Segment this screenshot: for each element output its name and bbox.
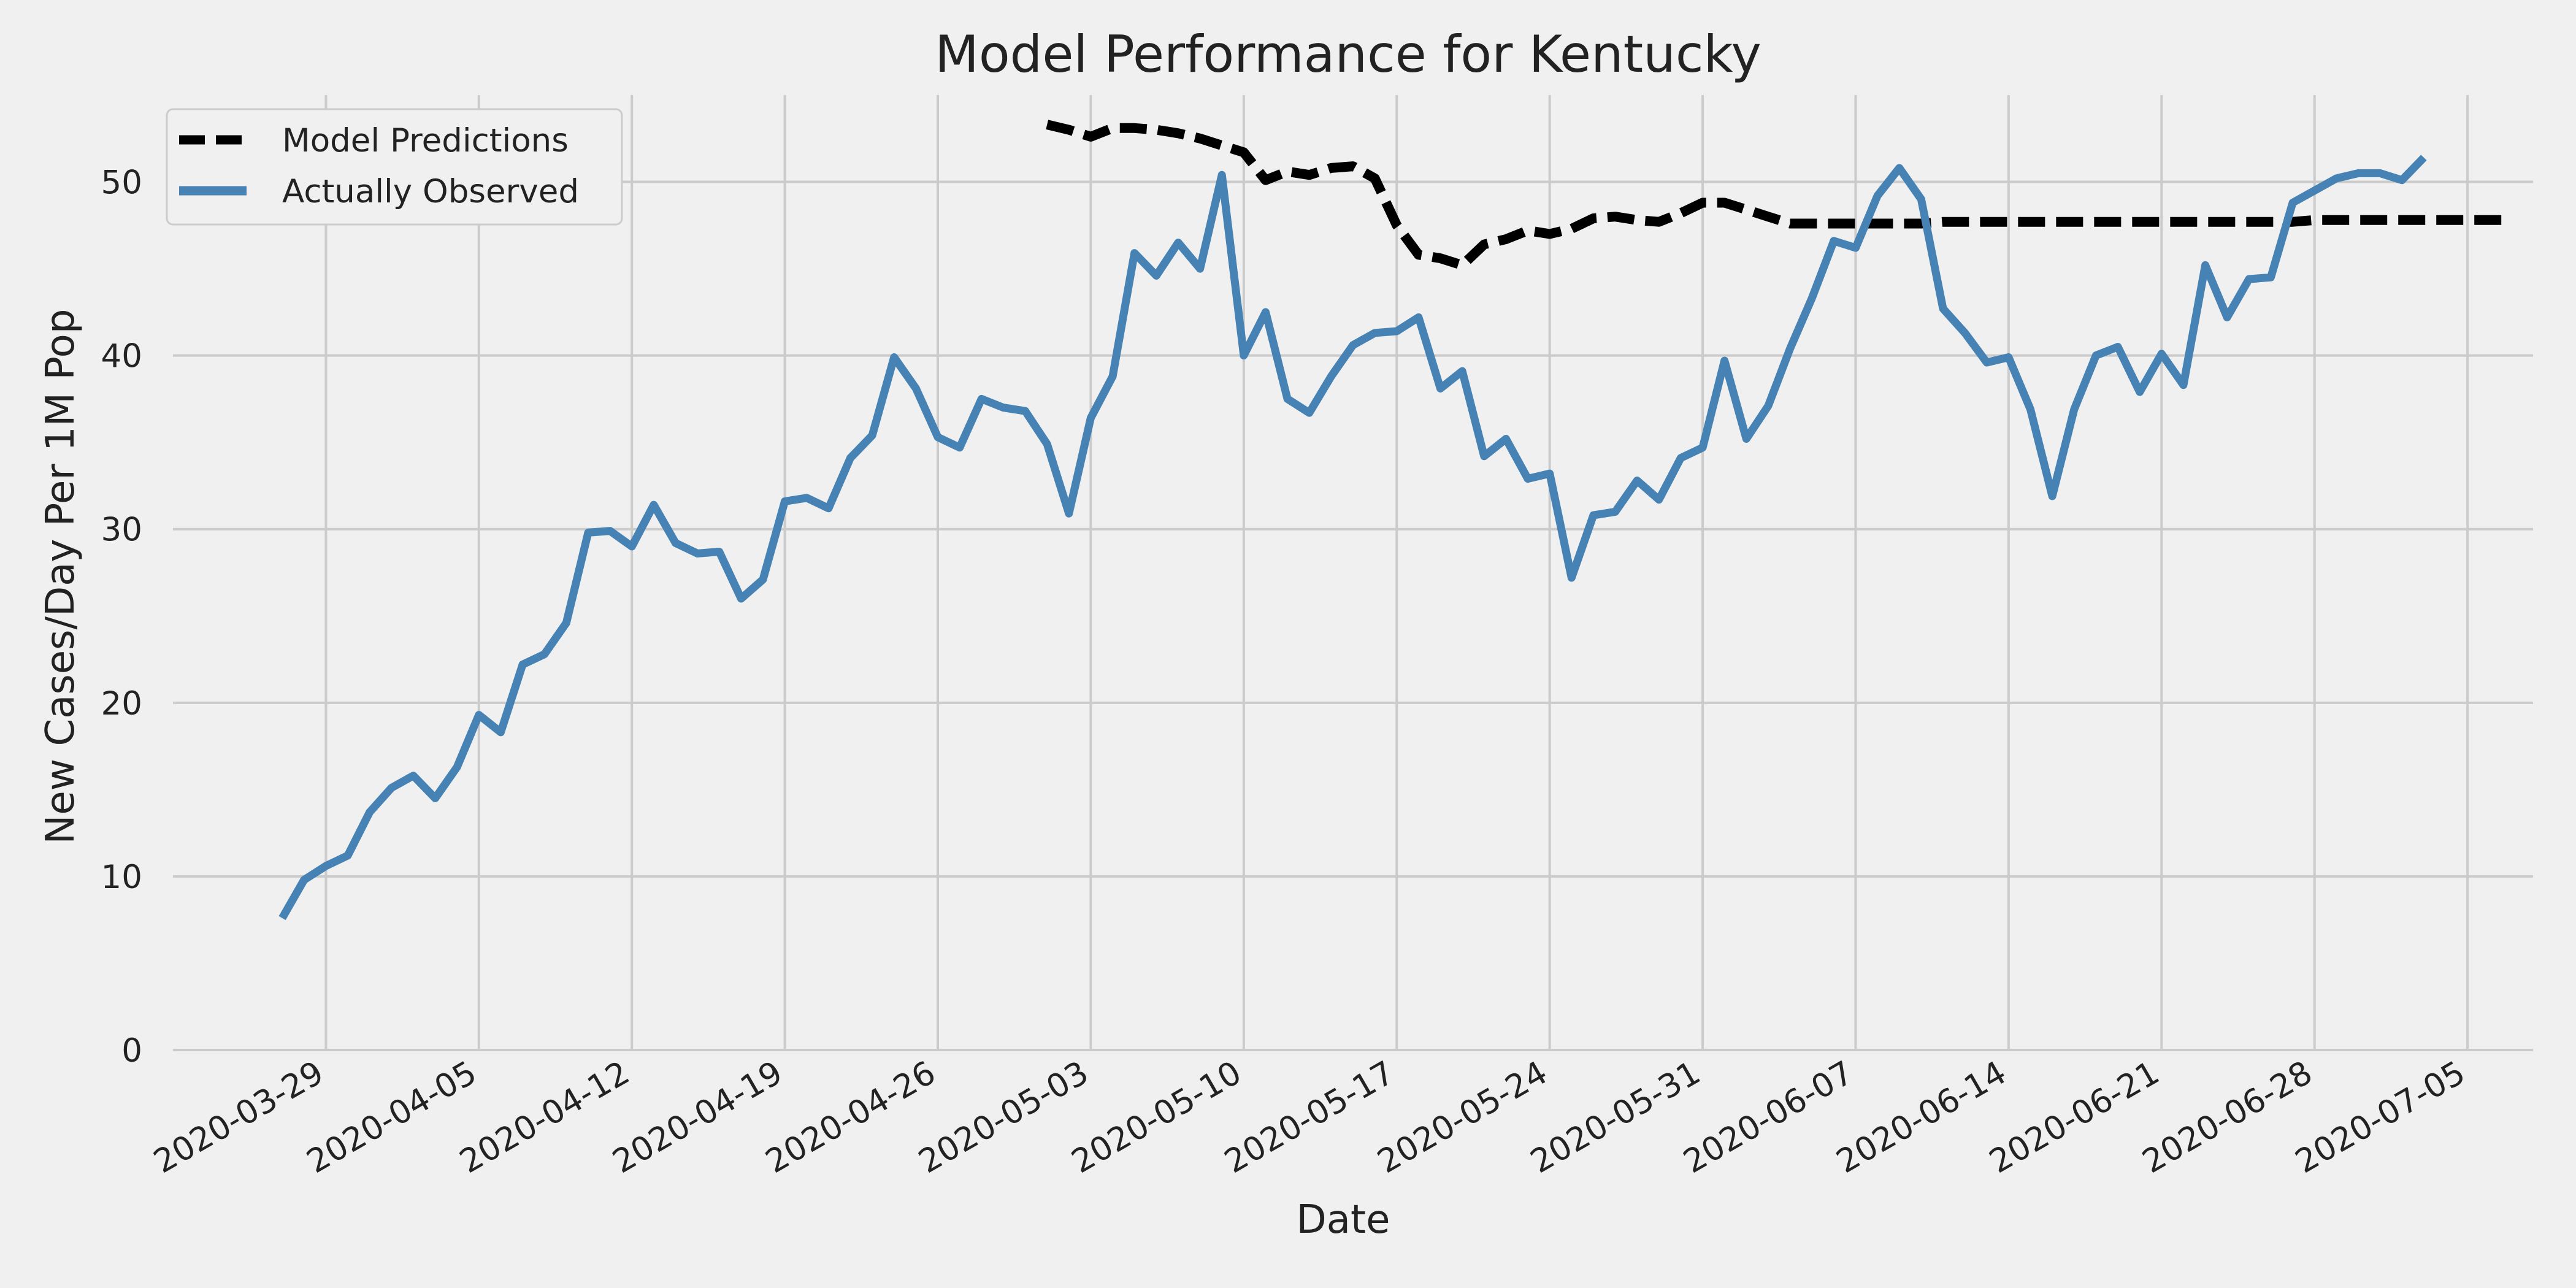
y-tick-label: 30 [101,512,142,549]
x-tick-label: 2020-05-10 [1065,1054,1248,1181]
legend-label-model-predictions: Model Predictions [282,122,569,159]
x-tick-label: 2020-04-05 [301,1054,483,1181]
x-tick-label: 2020-04-12 [453,1054,635,1181]
x-tick-label: 2020-05-03 [913,1054,1095,1181]
x-tick-label: 2020-04-26 [759,1054,941,1181]
x-tick-label: 2020-06-14 [1830,1054,2012,1181]
x-tick-label: 2020-05-17 [1219,1054,1401,1181]
legend: Model Predictions Actually Observed [166,108,623,226]
legend-box [166,108,623,226]
y-axis-label: New Cases/Day Per 1M Pop [38,309,83,845]
grid-lines [173,95,2533,1051]
y-tick-label: 40 [101,338,142,375]
x-tick-label: 2020-06-21 [1984,1054,2166,1181]
x-tick-label: 2020-07-05 [2289,1054,2471,1181]
y-tick-label: 50 [101,164,142,202]
x-tick-label: 2020-05-24 [1371,1054,1554,1181]
series-lines [278,120,2512,921]
x-tick-label: 2020-04-19 [607,1054,789,1181]
series-line-actually-observed [278,155,2427,921]
series-line-model-predictions [1046,120,2512,270]
y-tick-label: 20 [101,685,142,723]
x-tick-label: 2020-06-28 [2136,1054,2318,1181]
legend-label-actually-observed: Actually Observed [282,173,579,210]
x-tick-label: 2020-05-31 [1524,1054,1706,1181]
y-tick-label: 0 [121,1032,142,1070]
axis-ticks: 010203040502020-03-292020-04-052020-04-1… [101,164,2472,1181]
y-tick-label: 10 [101,859,142,896]
x-tick-label: 2020-03-29 [148,1054,330,1181]
chart-title: Model Performance for Kentucky [935,25,1761,84]
x-tick-label: 2020-06-07 [1677,1054,1860,1181]
x-axis-label: Date [1297,1197,1390,1243]
